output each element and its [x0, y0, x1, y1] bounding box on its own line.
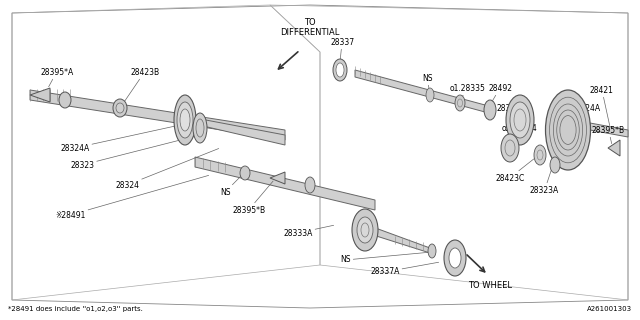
Text: 28395*B: 28395*B — [232, 181, 273, 214]
Polygon shape — [590, 123, 628, 137]
Ellipse shape — [352, 209, 378, 251]
Ellipse shape — [506, 95, 534, 145]
Text: *28491 does include ''o1,o2,o3'' parts.: *28491 does include ''o1,o2,o3'' parts. — [8, 306, 143, 312]
Ellipse shape — [534, 145, 546, 165]
Text: NS: NS — [422, 74, 433, 94]
Text: o3.28324A: o3.28324A — [560, 103, 601, 124]
Polygon shape — [355, 70, 485, 112]
Text: NS: NS — [340, 252, 431, 265]
Text: A261001303: A261001303 — [587, 306, 632, 312]
Ellipse shape — [550, 157, 560, 173]
Ellipse shape — [449, 248, 461, 268]
Polygon shape — [12, 5, 628, 308]
Polygon shape — [190, 117, 285, 145]
Text: TO WHEEL: TO WHEEL — [468, 281, 512, 290]
Ellipse shape — [484, 100, 496, 120]
Ellipse shape — [426, 88, 434, 102]
Ellipse shape — [59, 92, 71, 108]
Ellipse shape — [336, 63, 344, 77]
Text: 28324A: 28324A — [60, 125, 179, 153]
Text: NS: NS — [220, 176, 241, 196]
Ellipse shape — [180, 109, 190, 131]
Ellipse shape — [444, 240, 466, 276]
Text: 28323A: 28323A — [530, 169, 559, 195]
Ellipse shape — [193, 113, 207, 143]
Polygon shape — [270, 172, 285, 184]
Ellipse shape — [510, 102, 530, 138]
Text: 28423C: 28423C — [495, 159, 534, 182]
Text: 28337A: 28337A — [370, 262, 438, 276]
Ellipse shape — [333, 59, 347, 81]
Ellipse shape — [455, 95, 465, 111]
Polygon shape — [370, 226, 430, 253]
Ellipse shape — [428, 244, 436, 258]
Text: TO
DIFFERENTIAL: TO DIFFERENTIAL — [280, 18, 340, 37]
Ellipse shape — [357, 217, 373, 243]
Ellipse shape — [116, 103, 124, 113]
Text: o2.28324: o2.28324 — [502, 120, 538, 132]
Ellipse shape — [113, 99, 127, 117]
Ellipse shape — [177, 102, 193, 138]
Text: 28492: 28492 — [488, 84, 512, 104]
Ellipse shape — [174, 95, 196, 145]
Ellipse shape — [305, 177, 315, 193]
Ellipse shape — [240, 166, 250, 180]
Text: 28323: 28323 — [70, 135, 198, 170]
Text: 28337: 28337 — [330, 37, 354, 60]
Text: 28421: 28421 — [590, 85, 614, 126]
Text: 28324: 28324 — [115, 148, 219, 189]
Polygon shape — [608, 140, 620, 156]
Text: 28333: 28333 — [496, 103, 520, 114]
Polygon shape — [30, 90, 285, 140]
Text: 28423B: 28423B — [121, 68, 159, 107]
Ellipse shape — [501, 134, 519, 162]
Polygon shape — [30, 88, 50, 102]
Text: ※28491: ※28491 — [55, 175, 209, 220]
Text: 28333A: 28333A — [283, 225, 333, 237]
Text: 28395*B: 28395*B — [592, 125, 625, 144]
Polygon shape — [195, 157, 375, 210]
Text: 28395*A: 28395*A — [40, 68, 73, 87]
Text: o1.28335: o1.28335 — [450, 84, 486, 99]
Ellipse shape — [545, 90, 591, 170]
